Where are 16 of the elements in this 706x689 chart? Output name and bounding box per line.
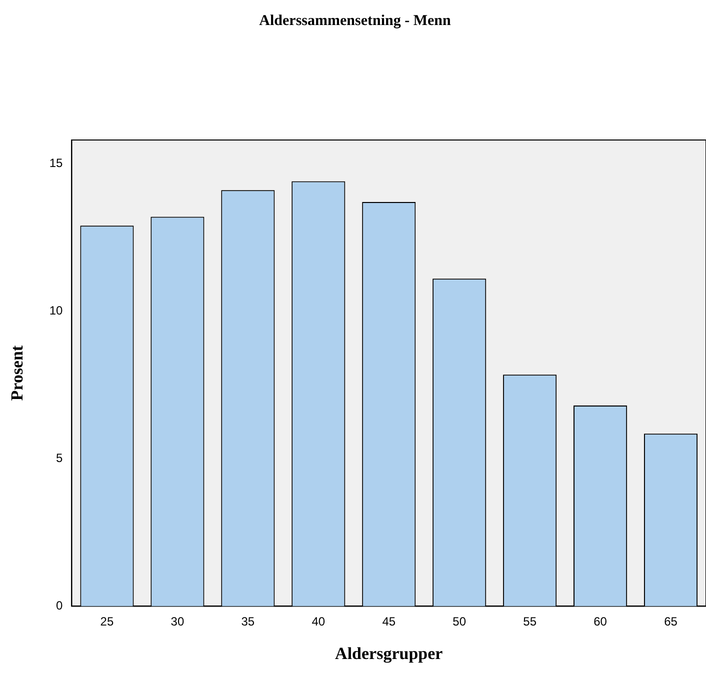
x-tick-label: 30: [170, 614, 184, 629]
chart-title: Alderssammensetning - Menn: [259, 12, 452, 29]
x-axis-title: Aldersgrupper: [335, 644, 444, 664]
x-tick-label: 25: [100, 614, 114, 629]
x-tick-label: 40: [312, 614, 326, 629]
x-tick-label: 65: [664, 614, 678, 629]
x-tick-label: 55: [523, 614, 537, 629]
y-tick-label: 5: [56, 450, 64, 465]
x-tick-label: 50: [452, 614, 466, 629]
y-tick-label: 15: [49, 156, 64, 170]
x-tick-label: 35: [241, 614, 255, 629]
y-tick-label: 0: [56, 598, 64, 613]
x-tick-label: 45: [382, 614, 396, 629]
y-axis-title: Prosent: [8, 345, 27, 401]
y-tick-label: 10: [49, 303, 64, 318]
x-tick-label: 60: [594, 614, 608, 629]
